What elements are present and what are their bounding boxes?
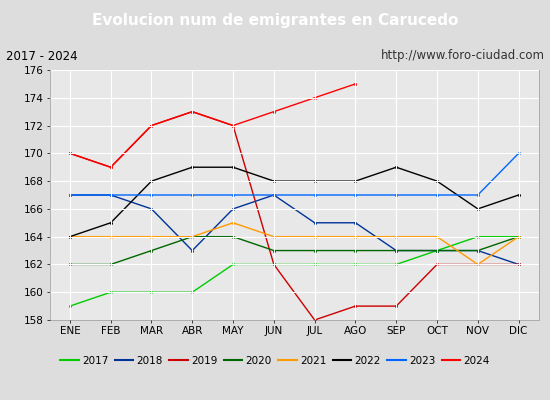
Text: http://www.foro-ciudad.com: http://www.foro-ciudad.com	[381, 50, 544, 62]
Text: Evolucion num de emigrantes en Carucedo: Evolucion num de emigrantes en Carucedo	[92, 14, 458, 28]
Text: 2017 - 2024: 2017 - 2024	[6, 50, 77, 62]
Legend: 2017, 2018, 2019, 2020, 2021, 2022, 2023, 2024: 2017, 2018, 2019, 2020, 2021, 2022, 2023…	[57, 353, 493, 369]
